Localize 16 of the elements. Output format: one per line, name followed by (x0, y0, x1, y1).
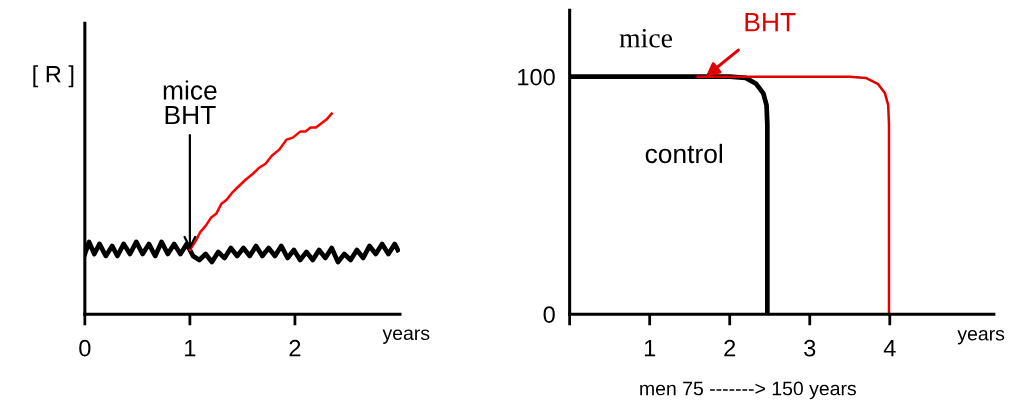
x-tick-label: 3 (804, 339, 816, 357)
annotation: mice BHT (163, 80, 217, 125)
chart-title: mice (619, 28, 673, 48)
x-tick-label: 1 (185, 340, 196, 357)
y-tick-label: 100 (518, 68, 555, 86)
x-tick-label: 2 (724, 339, 736, 357)
series-label: control (645, 143, 723, 164)
y-axis-title: [ R ] (33, 65, 74, 88)
x-tick-label: 1 (644, 340, 656, 357)
x-axis-title: years (382, 329, 430, 344)
text: men 75 -------> 150 years (640, 381, 856, 400)
x-tick-label: 2 (289, 339, 301, 357)
x-tick-label: 0 (79, 339, 91, 357)
x-tick-label: 4 (883, 340, 896, 357)
series-label: BHT (745, 13, 796, 32)
x-axis-title: years (957, 329, 1005, 345)
